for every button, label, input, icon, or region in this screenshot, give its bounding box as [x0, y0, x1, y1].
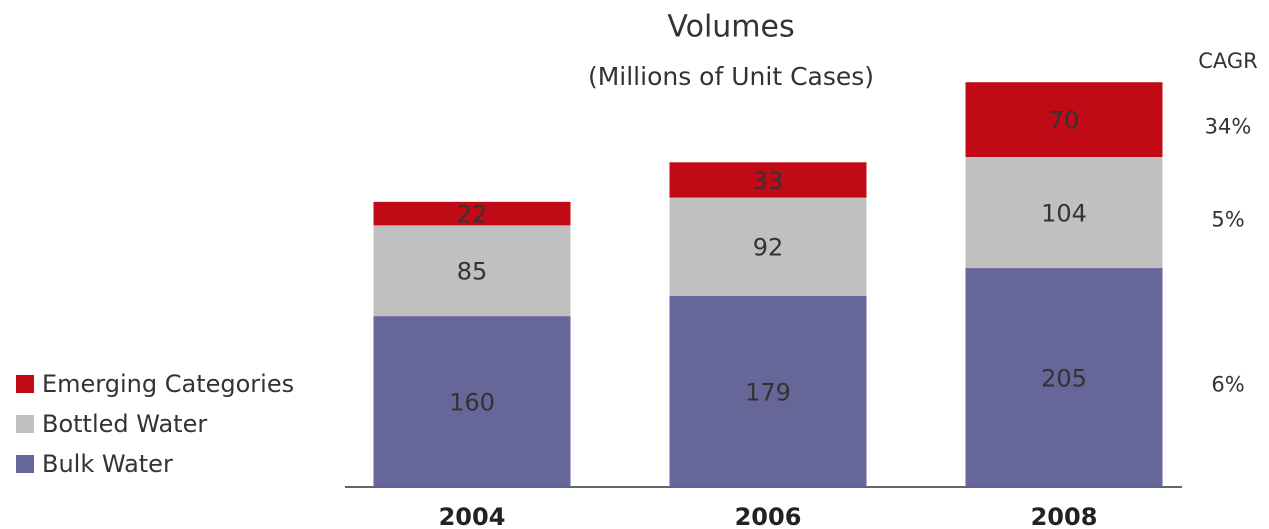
- x-tick-label: 2004: [439, 503, 506, 529]
- value-label: 160: [449, 389, 495, 417]
- value-label: 104: [1041, 200, 1087, 228]
- cagr-label: 34%: [1205, 115, 1252, 139]
- bar-segment: [669, 197, 867, 296]
- legend-swatch: [16, 415, 34, 433]
- bar-segment: [373, 225, 571, 317]
- bar-segment: [669, 162, 867, 198]
- chart-title: Volumes: [667, 10, 794, 45]
- bar-segment: [965, 82, 1163, 157]
- legend-label: Bottled Water: [42, 410, 207, 438]
- legend-label: Emerging Categories: [42, 370, 294, 398]
- x-tick-label: 2008: [1031, 503, 1098, 529]
- value-label: 33: [753, 167, 784, 195]
- value-label: 205: [1041, 365, 1087, 393]
- value-label: 85: [457, 258, 488, 286]
- bar-segment: [373, 201, 571, 226]
- x-tick-label: 2006: [735, 503, 802, 529]
- cagr-label: 5%: [1211, 208, 1244, 232]
- value-label: 92: [753, 234, 784, 262]
- bar-segment: [965, 156, 1163, 269]
- bar-segment: [669, 295, 867, 487]
- value-label: 179: [745, 378, 791, 406]
- value-label: 22: [457, 201, 488, 229]
- value-label: 70: [1049, 107, 1080, 135]
- cagr-title: CAGR: [1198, 49, 1258, 73]
- legend-swatch: [16, 375, 34, 393]
- chart-subtitle: (Millions of Unit Cases): [588, 62, 874, 91]
- legend-swatch: [16, 455, 34, 473]
- cagr-label: 6%: [1211, 373, 1244, 397]
- legend-label: Bulk Water: [42, 450, 173, 478]
- bar-segment: [373, 316, 571, 487]
- bar-segment: [965, 268, 1163, 487]
